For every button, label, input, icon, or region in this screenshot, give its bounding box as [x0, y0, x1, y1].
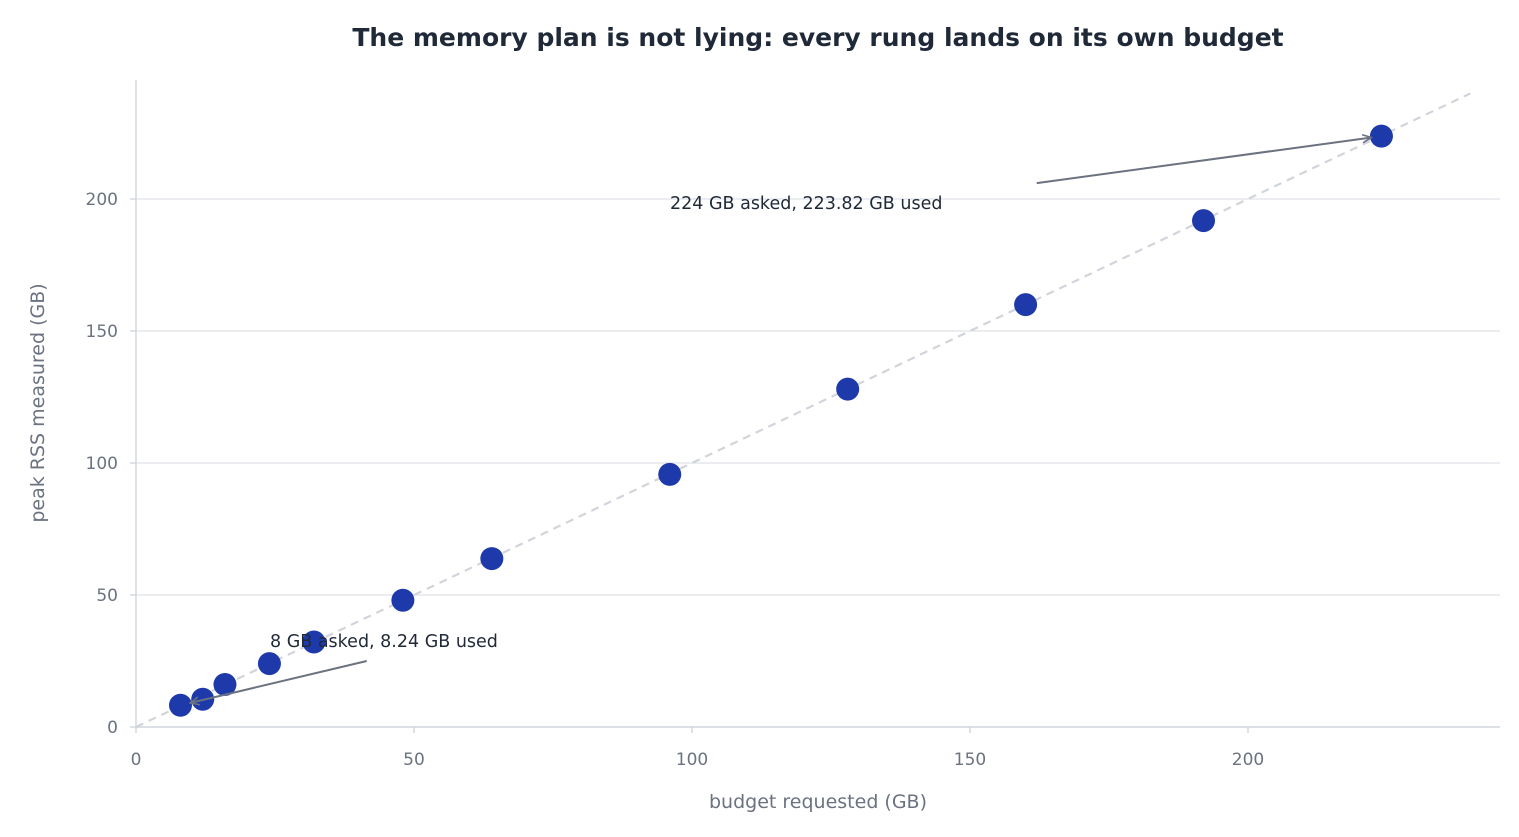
data-point-3 [213, 672, 237, 696]
x-axis-label: budget requested (GB) [709, 791, 927, 813]
data-point-10 [1014, 293, 1038, 317]
data-point-11 [1192, 209, 1216, 233]
data-point-6 [391, 588, 415, 612]
y-axis-label: peak RSS measured (GB) [27, 283, 49, 522]
annotation-label-2: 8 GB asked, 8.24 GB used [270, 632, 498, 652]
y-tick-label-150: 150 [86, 322, 118, 342]
chart-title: The memory plan is not lying: every rung… [352, 23, 1283, 52]
tick-labels: 0 50 100 150 200 0 50 100 150 200 [86, 190, 1265, 770]
grid-lines [136, 198, 1500, 596]
data-points [168, 124, 1393, 717]
data-point-4 [257, 652, 281, 676]
x-tick-label-100: 100 [676, 750, 708, 770]
data-point-12 [1369, 124, 1393, 148]
annotations: 224 GB asked, 223.82 GB used 8 GB asked, … [190, 137, 1371, 702]
y-tick-label-200: 200 [86, 190, 118, 210]
x-tick-label-200: 200 [1232, 750, 1264, 770]
axes [130, 80, 1500, 733]
x-tick-label-50: 50 [403, 750, 425, 770]
data-point-1 [168, 693, 192, 717]
data-point-9 [836, 377, 860, 401]
annotation-label-1: 224 GB asked, 223.82 GB used [670, 194, 942, 214]
x-tick-label-0: 0 [131, 750, 142, 770]
data-point-8 [658, 462, 682, 486]
annotation-arrow-2 [190, 660, 367, 703]
annotation-arrow-1 [1036, 137, 1372, 185]
x-tick-label-150: 150 [954, 750, 986, 770]
y-tick-label-100: 100 [86, 454, 118, 474]
data-point-7 [480, 547, 504, 571]
data-point-5 [302, 630, 326, 654]
y-tick-label-50: 50 [96, 586, 118, 606]
y-tick-label-0: 0 [107, 718, 118, 738]
